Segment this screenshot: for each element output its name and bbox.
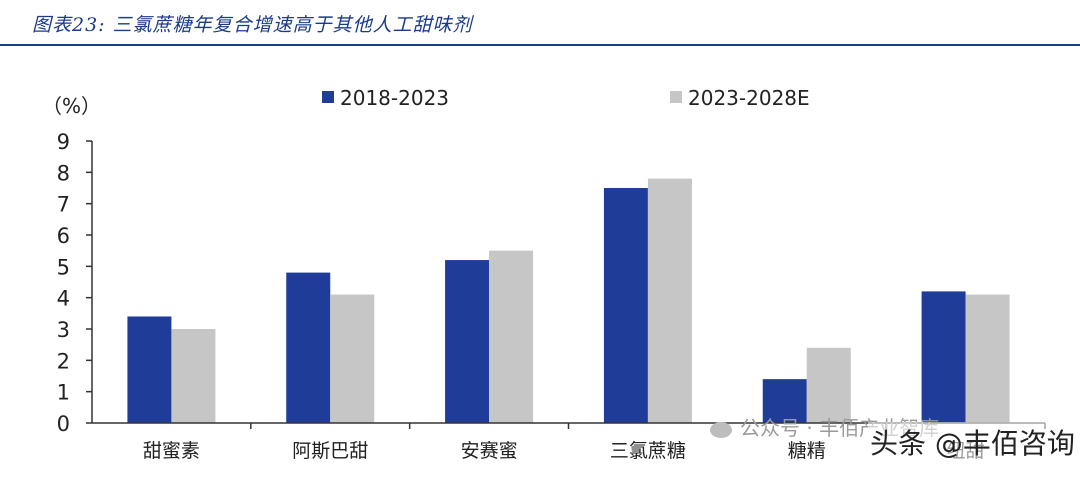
legend-swatch	[322, 91, 334, 103]
y-tick-label: 0	[57, 412, 70, 436]
bar-series-2	[489, 250, 534, 423]
y-tick-label: 1	[57, 381, 70, 405]
y-tick-label: 5	[57, 255, 70, 279]
bar-series-2	[806, 347, 851, 423]
figure-header: 图表23: 三氯蔗糖年复合增速高于其他人工甜味剂	[0, 0, 1080, 46]
bar-series-2	[647, 178, 692, 423]
bar-series-2	[965, 294, 1010, 423]
y-tick-label: 8	[57, 161, 70, 185]
figure-title: 图表23: 三氯蔗糖年复合增速高于其他人工甜味剂	[32, 14, 473, 36]
bar-series-2	[330, 294, 375, 423]
bar-series-1	[127, 316, 172, 423]
toutiao-watermark: 头条 @丰佰咨询	[868, 422, 1077, 462]
y-tick-label: 3	[57, 318, 70, 342]
bar-series-1	[762, 379, 807, 423]
y-tick-label: 9	[57, 130, 70, 154]
bar-series-1	[286, 272, 331, 423]
x-tick-label: 阿斯巴甜	[292, 440, 368, 462]
x-tick-label: 安赛蜜	[461, 440, 518, 462]
bars	[127, 178, 1010, 423]
bar-series-1	[921, 291, 966, 423]
legend-swatch	[670, 91, 682, 103]
x-tick-label: 糖精	[788, 440, 826, 462]
y-tick-label: 6	[57, 224, 70, 248]
legend-label: 2018-2023	[340, 86, 449, 110]
bar-series-1	[445, 260, 490, 423]
y-tick-label: 2	[57, 349, 70, 373]
y-tick-label: 7	[57, 193, 70, 217]
x-tick-label: 三氯蔗糖	[610, 440, 686, 462]
x-tick-label: 甜蜜素	[143, 440, 200, 462]
y-axis-label: （%）	[42, 94, 101, 118]
y-tick-label: 4	[57, 287, 70, 311]
bar-series-1	[603, 188, 648, 423]
wechat-icon	[710, 421, 732, 438]
legend: 2018-2023 2023-2028E	[322, 86, 810, 110]
y-axis: 0 1 2 3 4 5 6 7 8 9	[57, 130, 93, 436]
bar-series-2	[171, 329, 216, 423]
legend-label: 2023-2028E	[688, 86, 810, 110]
